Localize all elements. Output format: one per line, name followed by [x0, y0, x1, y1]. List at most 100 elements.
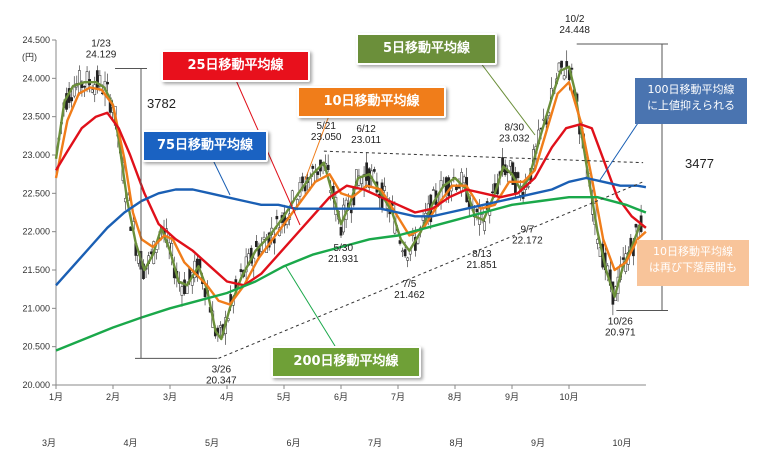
point-value-label: 23.032	[499, 134, 530, 145]
point-value-label: 24.448	[559, 25, 590, 36]
candle-body	[339, 227, 343, 236]
note-ma100: 100日移動平均線 に上値抑えられる	[635, 78, 747, 124]
point-value-label: 20.347	[206, 375, 237, 386]
legend-ma10: 10日移動平均線	[297, 86, 446, 118]
legend-ma200: 200日移動平均線	[271, 346, 421, 378]
bottom-month-label: 10月	[612, 438, 632, 448]
x-tick-label: 10月	[559, 392, 578, 402]
candle-body	[239, 269, 243, 272]
candle-body	[621, 257, 625, 260]
trendline	[218, 181, 644, 359]
candle-body	[326, 164, 330, 171]
candle-body	[431, 189, 435, 191]
bottom-month-label: 6月	[286, 438, 301, 448]
candle-body	[398, 240, 402, 244]
y-tick-label: 20.000	[22, 380, 50, 390]
candle-body	[219, 325, 222, 328]
trendlines	[218, 150, 644, 359]
candle-body	[301, 176, 304, 184]
candle-body	[106, 81, 109, 85]
bottom-month-label: 4月	[123, 438, 138, 448]
candle-body	[490, 191, 494, 194]
point-date-label: 5/21	[316, 121, 336, 132]
candle-body	[462, 176, 466, 184]
point-date-label: 5/30	[334, 243, 354, 254]
candle-body	[149, 251, 153, 255]
x-tick-label: 1月	[49, 392, 63, 402]
candle-body	[560, 60, 563, 68]
y-tick-label: 21.500	[22, 265, 50, 275]
candle-body	[383, 185, 386, 191]
range-label-2: 3477	[685, 156, 714, 171]
candle-body	[447, 177, 451, 197]
pointer-ma75	[211, 157, 231, 196]
candle-body	[137, 254, 140, 264]
candle-body	[367, 168, 371, 188]
candle-body	[372, 169, 376, 172]
x-axis-ticks: 1月 2月 3月 4月 5月 6月 7月 8月 9月 10月	[49, 385, 579, 402]
y-tick-label: 23.000	[22, 150, 50, 160]
candle-body	[85, 71, 89, 90]
point-value-label: 23.050	[311, 132, 342, 143]
point-value-label: 21.931	[328, 254, 359, 265]
candle-body	[70, 97, 74, 102]
candle-body	[360, 177, 363, 184]
point-date-label: 8/13	[472, 249, 492, 260]
bottom-month-label: 9月	[531, 438, 546, 448]
y-tick-label: 22.500	[22, 188, 50, 198]
x-tick-label: 9月	[505, 392, 519, 402]
point-date-label: 7/5	[402, 279, 416, 290]
x-tick-label: 3月	[163, 392, 177, 402]
ma5-line	[54, 65, 647, 341]
candle-body	[311, 165, 315, 169]
y-tick-label: 24.000	[22, 73, 50, 83]
candle-body	[180, 286, 184, 296]
candle-body	[78, 70, 81, 94]
range-label-1: 3782	[147, 96, 176, 111]
pointer-ma10	[304, 112, 331, 181]
pointer-ma5	[479, 61, 536, 136]
point-date-label: 6/12	[356, 124, 376, 135]
legend-ma75: 75日移動平均線	[142, 130, 268, 162]
candle-body	[262, 236, 266, 240]
point-value-label: 21.462	[394, 290, 425, 301]
ma25-line	[54, 111, 647, 287]
y-tick-label: 22.000	[22, 227, 50, 237]
point-value-label: 20.971	[605, 328, 636, 339]
point-date-label: 3/26	[212, 364, 232, 375]
x-tick-label: 8月	[448, 392, 462, 402]
candle-body	[401, 250, 404, 253]
candle-body	[90, 89, 94, 93]
point-value-label: 24.129	[86, 49, 117, 60]
candle-body	[526, 185, 530, 188]
point-date-label: 8/30	[505, 123, 525, 134]
x-tick-label: 7月	[391, 392, 405, 402]
candle-body	[275, 216, 279, 220]
y-tick-label: 20.500	[22, 342, 50, 352]
point-date-label: 10/26	[608, 317, 633, 328]
bottom-month-label: 8月	[449, 438, 464, 448]
candle-body	[349, 209, 353, 214]
point-value-label: 22.172	[512, 235, 543, 246]
candle-body	[203, 288, 207, 298]
y-tick-label: 21.000	[22, 303, 50, 313]
grid	[55, 40, 646, 386]
point-date-label: 9/7	[520, 224, 534, 235]
note-ma10: 10日移動平均線 は再び下落展開も	[637, 240, 749, 286]
legend-ma25: 25日移動平均線	[161, 50, 310, 82]
candle-body	[406, 257, 410, 261]
point-value-label: 23.011	[351, 135, 381, 146]
x-tick-label: 4月	[220, 392, 234, 402]
candle-body	[267, 232, 271, 248]
ma75-line	[55, 176, 647, 287]
y-tick-label: 24.500	[22, 35, 50, 45]
x-tick-label: 2月	[106, 392, 120, 402]
trendline	[323, 150, 644, 164]
candle-body	[557, 62, 561, 72]
y-tick-label: 23.500	[22, 112, 50, 122]
candle-body	[508, 160, 512, 167]
x-tick-label: 5月	[277, 392, 291, 402]
